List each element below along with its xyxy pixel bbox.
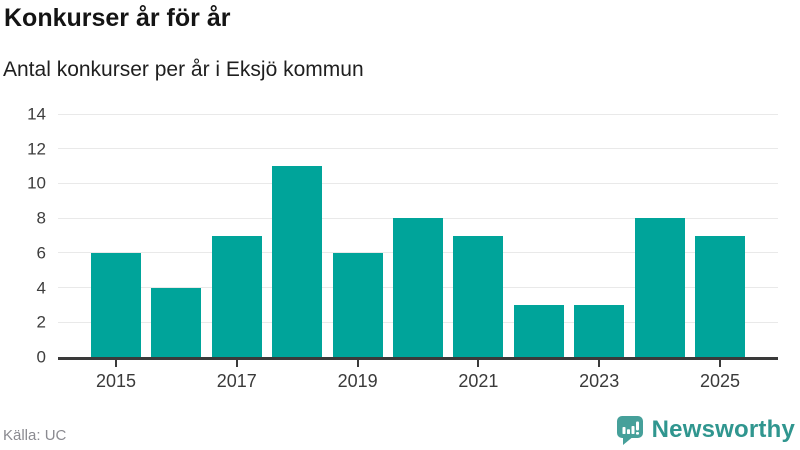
gridline-14 [58, 113, 778, 115]
x-tick-2025 [719, 360, 721, 367]
newsworthy-logo: Newsworthy [616, 415, 795, 445]
bar-2024 [634, 218, 685, 357]
y-tick-label-14: 14 [27, 104, 46, 124]
bar-2018 [272, 166, 323, 357]
bar-2022 [513, 304, 564, 357]
x-tick-label-2017: 2017 [216, 371, 257, 391]
y-tick-label-8: 8 [36, 208, 46, 228]
x-tick-label-2021: 2021 [458, 371, 499, 391]
plot-area: 2015 2017 2019 2021 2023 2025 [58, 113, 778, 391]
y-tick-label-12: 12 [27, 139, 46, 159]
x-tick-2015 [115, 360, 117, 367]
bar-2021 [453, 235, 504, 357]
bar-2017 [211, 235, 262, 357]
gridline-10 [58, 182, 778, 184]
y-tick-label-4: 4 [36, 278, 46, 298]
gridline-12 [58, 148, 778, 150]
newsworthy-speech-bubble-bar-chart-icon [616, 415, 644, 445]
x-tick-label-2023: 2023 [579, 371, 620, 391]
source-note: Källa: UC [3, 427, 67, 444]
x-tick-2021 [477, 360, 480, 367]
x-tick-label-2019: 2019 [337, 371, 378, 391]
bar-2025 [695, 235, 745, 357]
y-tick-label-2: 2 [36, 312, 46, 332]
brand-wordmark: Newsworthy [651, 416, 795, 443]
page-title: Konkurser år för år [4, 4, 231, 32]
bar-2019 [332, 252, 383, 357]
y-axis: 0 2 4 6 8 10 12 14 [0, 106, 46, 366]
y-tick-label-6: 6 [36, 243, 46, 263]
x-tick-2019 [356, 360, 359, 367]
x-tick-label-2025: 2025 [699, 371, 741, 391]
chart-subtitle: Antal konkurser per år i Eksjö kommun [3, 58, 364, 81]
y-tick-label-10: 10 [27, 173, 46, 193]
bar-2015 [91, 252, 141, 357]
gridline-8 [58, 217, 778, 219]
y-tick-label-0: 0 [36, 347, 46, 367]
x-tick-2017 [235, 360, 238, 367]
bar-2016 [151, 287, 202, 357]
x-tick-label-2015: 2015 [95, 371, 137, 391]
bar-2020 [393, 218, 443, 357]
x-tick-2023 [598, 360, 601, 367]
bar-2023 [574, 304, 625, 357]
